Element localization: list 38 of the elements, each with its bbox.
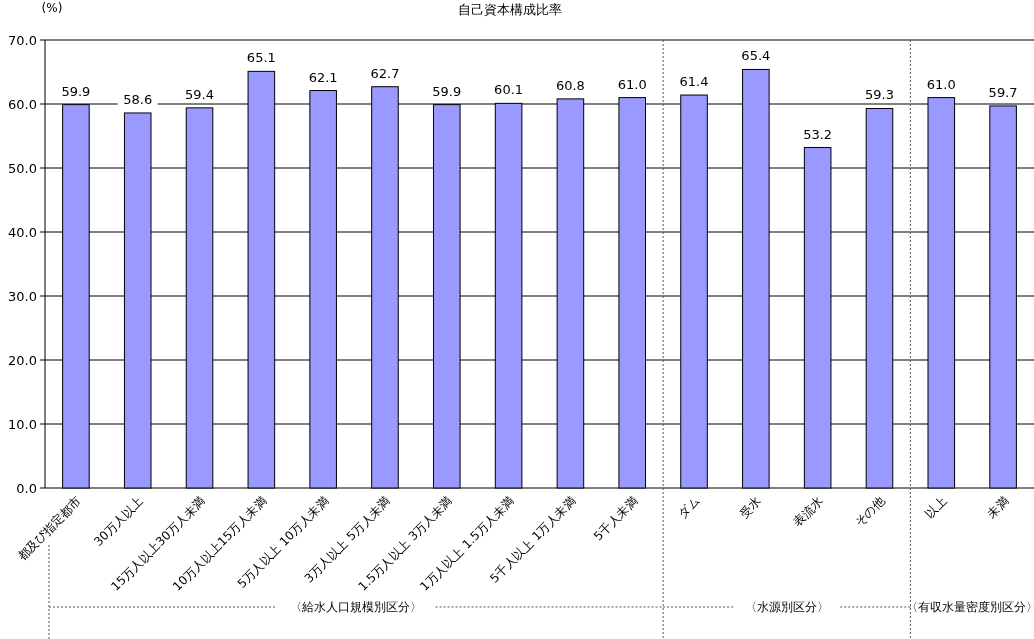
data-label: 53.2 <box>803 126 833 142</box>
x-tick-label: 受水 <box>737 494 764 522</box>
data-label: 59.9 <box>61 83 91 99</box>
data-label: 62.7 <box>370 65 400 81</box>
y-axis-title: (%) <box>41 1 63 15</box>
data-label: 59.4 <box>185 86 215 102</box>
data-label: 60.1 <box>494 82 524 98</box>
x-tick-label: その他 <box>852 494 888 530</box>
y-tick-label: 60.0 <box>8 96 37 112</box>
y-tick-label: 50.0 <box>8 160 37 176</box>
y-tick-label: 40.0 <box>8 224 37 240</box>
data-label: 62.1 <box>308 69 338 85</box>
y-tick-label: 30.0 <box>8 288 37 304</box>
data-label: 60.8 <box>555 77 585 93</box>
x-tick-label: 未満 <box>984 494 1012 522</box>
x-tick-label: ダム <box>675 494 703 522</box>
data-label: 61.0 <box>926 76 956 92</box>
chart-title: 自己資本構成比率 <box>458 2 562 17</box>
x-tick-label: 表流水 <box>790 494 826 530</box>
y-tick-label: 70.0 <box>8 32 37 48</box>
x-tick-label: 都及び指定都市 <box>14 494 85 564</box>
data-label: 65.4 <box>741 48 771 64</box>
data-label: 65.1 <box>246 50 276 66</box>
x-tick-label: 30万人以上 <box>91 494 146 549</box>
text: 〈水源別区分〉 <box>744 600 829 614</box>
text: 〈有収水量密度別区分〉 <box>905 600 1034 614</box>
data-label: 61.4 <box>679 74 709 90</box>
y-tick-label: 20.0 <box>8 352 37 368</box>
text: 〈給水人口規模別区分〉 <box>290 600 423 614</box>
data-label: 59.3 <box>864 87 894 103</box>
data-label: 59.7 <box>988 84 1018 100</box>
y-tick-label: 0.0 <box>16 480 37 496</box>
data-label: 61.0 <box>617 76 647 92</box>
data-label: 58.6 <box>123 91 153 107</box>
x-tick-label: 以上 <box>922 494 950 522</box>
x-tick-label: 5千人未満 <box>591 494 641 544</box>
y-tick-label: 10.0 <box>8 416 37 432</box>
data-label: 59.9 <box>432 83 462 99</box>
